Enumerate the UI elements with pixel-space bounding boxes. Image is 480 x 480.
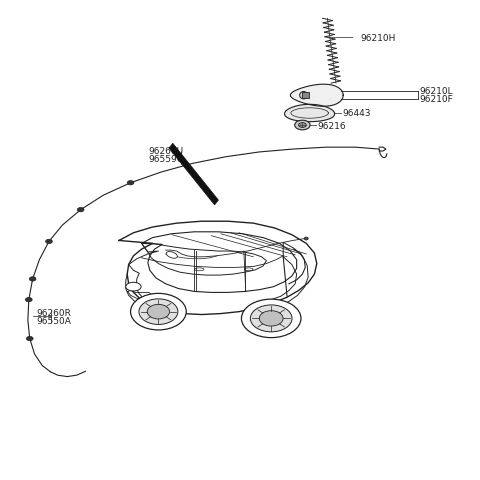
Polygon shape — [169, 144, 218, 205]
Text: 96443: 96443 — [342, 109, 371, 118]
Ellipse shape — [295, 121, 310, 131]
Text: 96559C: 96559C — [149, 155, 184, 164]
Ellipse shape — [251, 305, 292, 332]
Ellipse shape — [127, 181, 134, 185]
Text: 96550A: 96550A — [36, 316, 71, 325]
Ellipse shape — [139, 299, 178, 325]
Text: 96210F: 96210F — [419, 95, 453, 104]
Ellipse shape — [26, 337, 33, 341]
Ellipse shape — [46, 240, 52, 244]
Polygon shape — [285, 105, 335, 122]
Ellipse shape — [241, 300, 301, 338]
Text: 96210L: 96210L — [419, 87, 453, 96]
Ellipse shape — [299, 123, 306, 128]
Ellipse shape — [29, 277, 36, 281]
Ellipse shape — [304, 238, 308, 240]
Ellipse shape — [25, 298, 32, 302]
Ellipse shape — [126, 283, 141, 291]
Ellipse shape — [77, 208, 84, 212]
Text: 96216: 96216 — [317, 121, 346, 130]
Ellipse shape — [194, 268, 204, 271]
Bar — [302, 93, 309, 99]
Text: 96210H: 96210H — [360, 34, 396, 43]
Ellipse shape — [147, 305, 169, 319]
Ellipse shape — [300, 92, 308, 100]
Ellipse shape — [244, 268, 253, 271]
Text: 96260R: 96260R — [36, 309, 71, 317]
Polygon shape — [290, 85, 343, 107]
Ellipse shape — [131, 294, 186, 330]
Text: 96260U: 96260U — [149, 147, 184, 156]
Ellipse shape — [259, 311, 283, 326]
Ellipse shape — [167, 252, 177, 259]
